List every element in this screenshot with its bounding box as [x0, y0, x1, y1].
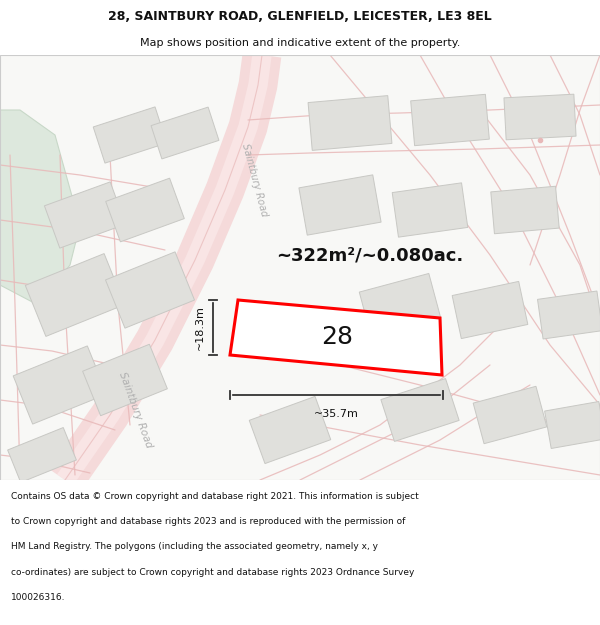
Text: 100026316.: 100026316. — [11, 593, 65, 602]
Polygon shape — [381, 379, 459, 441]
Text: Saintbury Road: Saintbury Road — [116, 371, 154, 449]
Polygon shape — [249, 396, 331, 464]
Text: Saintbury Road: Saintbury Road — [241, 142, 269, 218]
Text: 28: 28 — [322, 325, 353, 349]
Text: 28, SAINTBURY ROAD, GLENFIELD, LEICESTER, LE3 8EL: 28, SAINTBURY ROAD, GLENFIELD, LEICESTER… — [108, 10, 492, 23]
Polygon shape — [151, 107, 219, 159]
Text: ~35.7m: ~35.7m — [314, 409, 359, 419]
Polygon shape — [25, 254, 125, 336]
Polygon shape — [230, 300, 442, 375]
Text: to Crown copyright and database rights 2023 and is reproduced with the permissio: to Crown copyright and database rights 2… — [11, 517, 405, 526]
Polygon shape — [538, 291, 600, 339]
Polygon shape — [106, 178, 184, 242]
Polygon shape — [359, 274, 441, 336]
Polygon shape — [299, 175, 381, 235]
Polygon shape — [8, 428, 76, 483]
Polygon shape — [452, 281, 528, 339]
Text: co-ordinates) are subject to Crown copyright and database rights 2023 Ordnance S: co-ordinates) are subject to Crown copyr… — [11, 568, 414, 577]
Text: Contains OS data © Crown copyright and database right 2021. This information is : Contains OS data © Crown copyright and d… — [11, 492, 419, 501]
Polygon shape — [491, 186, 559, 234]
Polygon shape — [473, 386, 547, 444]
Polygon shape — [13, 346, 107, 424]
Polygon shape — [0, 110, 80, 305]
Polygon shape — [93, 107, 167, 163]
Polygon shape — [410, 94, 490, 146]
Polygon shape — [106, 252, 194, 328]
Text: HM Land Registry. The polygons (including the associated geometry, namely x, y: HM Land Registry. The polygons (includin… — [11, 542, 378, 551]
Text: ~18.3m: ~18.3m — [195, 305, 205, 350]
Text: Map shows position and indicative extent of the property.: Map shows position and indicative extent… — [140, 38, 460, 48]
Polygon shape — [83, 344, 167, 416]
Text: ~322m²/~0.080ac.: ~322m²/~0.080ac. — [277, 246, 464, 264]
Polygon shape — [545, 401, 600, 449]
Polygon shape — [308, 96, 392, 151]
Polygon shape — [44, 182, 125, 248]
Polygon shape — [504, 94, 576, 140]
Polygon shape — [392, 183, 468, 237]
